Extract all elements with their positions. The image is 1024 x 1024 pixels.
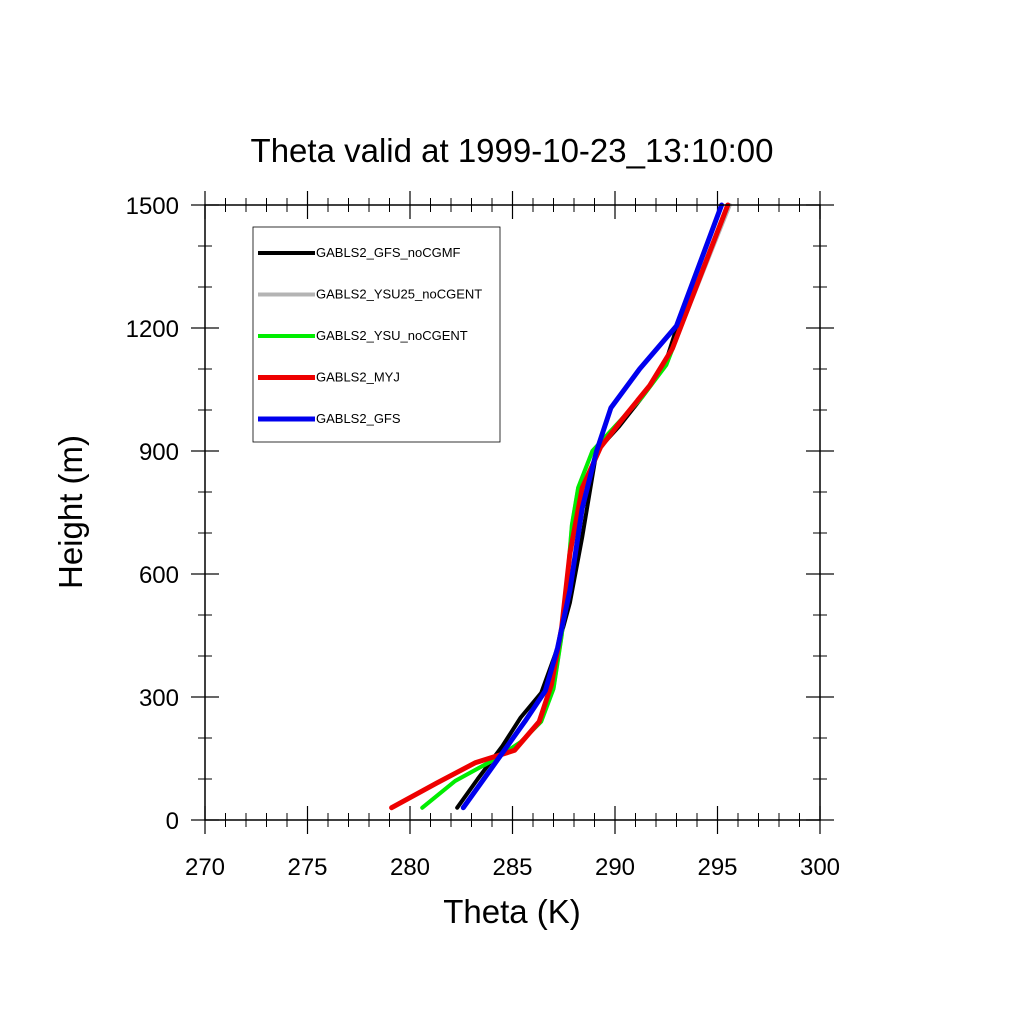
chart-title: Theta valid at 1999-10-23_13:10:00 [251, 132, 774, 169]
x-axis-title: Theta (K) [443, 893, 581, 930]
x-tick-label: 270 [185, 854, 225, 881]
x-tick-label: 275 [287, 854, 327, 881]
y-tick-label: 900 [139, 439, 179, 466]
legend-label: GABLS2_YSU_noCGENT [316, 328, 468, 343]
plot-frame [204, 204, 821, 821]
x-tick-label: 295 [697, 854, 737, 881]
axis-ticks: 270 275 280 285 290 295 300 0 300 600 900 1200 1500 [126, 191, 840, 881]
series-line-gabls2-gfs [460, 202, 725, 811]
legend: GABLS2_GFS_noCGMF GABLS2_YSU25_noCGENT GAB… [252, 226, 501, 443]
legend-label: GABLS2_GFS_noCGMF [316, 245, 461, 260]
y-tick-label: 1500 [126, 193, 179, 220]
series-layer [389, 202, 732, 811]
legend-label: GABLS2_MYJ [316, 370, 400, 385]
y-tick-label: 600 [139, 562, 179, 589]
y-axis-title: Height (m) [52, 435, 89, 589]
legend-label: GABLS2_GFS [316, 411, 401, 426]
y-tick-label: 300 [139, 685, 179, 712]
x-tick-label: 280 [390, 854, 430, 881]
x-tick-label: 285 [492, 854, 532, 881]
x-tick-label: 300 [800, 854, 840, 881]
y-tick-label: 0 [166, 808, 179, 835]
x-tick-label: 290 [595, 854, 635, 881]
series-line-gabls2-myj [389, 202, 731, 811]
y-tick-label: 1200 [126, 316, 179, 343]
legend-label: GABLS2_YSU25_noCGENT [316, 287, 482, 302]
